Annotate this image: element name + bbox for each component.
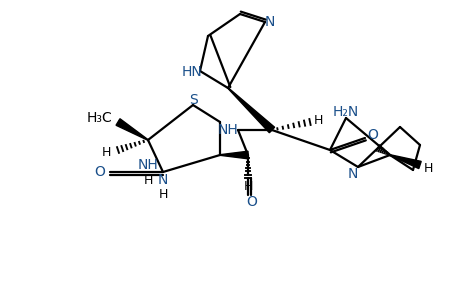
Text: H: H (101, 146, 111, 158)
Text: N: N (348, 167, 358, 181)
Text: H: H (243, 179, 252, 193)
Polygon shape (228, 88, 275, 133)
Text: H: H (158, 187, 168, 201)
Text: N: N (158, 173, 168, 187)
Polygon shape (220, 151, 248, 159)
Polygon shape (390, 155, 421, 169)
Text: NH: NH (218, 123, 239, 137)
Text: NH: NH (138, 158, 159, 172)
Text: H: H (423, 161, 433, 175)
Text: HN: HN (182, 65, 202, 79)
Text: O: O (94, 165, 106, 179)
Text: O: O (367, 128, 379, 142)
Text: N: N (265, 15, 275, 29)
Text: H: H (313, 114, 323, 126)
Text: H: H (143, 173, 153, 187)
Text: H₃C: H₃C (86, 111, 112, 125)
Text: S: S (189, 93, 197, 107)
Text: O: O (246, 195, 258, 209)
Text: H₂N: H₂N (333, 105, 359, 119)
Polygon shape (116, 119, 148, 140)
